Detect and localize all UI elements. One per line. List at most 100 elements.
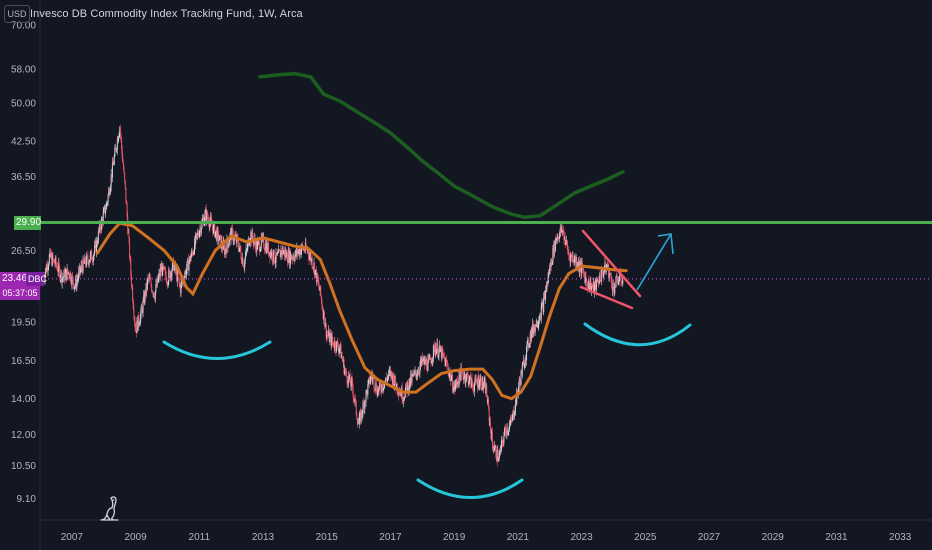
- right-shoulder-arc[interactable]: [583, 322, 692, 347]
- candle-body-248: [194, 239, 196, 244]
- candle-body-322: [239, 245, 241, 251]
- candle-body-777: [518, 379, 520, 387]
- candle-body-466: [328, 330, 330, 336]
- candle-body-281: [214, 231, 216, 237]
- candle-body-377: [273, 249, 275, 262]
- candle-body-147: [132, 301, 134, 309]
- candle-body-933: [614, 286, 616, 294]
- candle-body-782: [521, 365, 523, 376]
- time-axis[interactable]: 2007 2009 2011 2013 2015 2017 2019 2021 2023 2025…: [61, 532, 912, 543]
- candle-body-324: [241, 258, 243, 264]
- left-shoulder-arc[interactable]: [162, 340, 272, 360]
- candle-body-432: [307, 250, 309, 252]
- candle-body-552: [380, 389, 382, 392]
- candle-body-70: [85, 264, 87, 266]
- candle-body-164: [143, 295, 145, 302]
- candle-body-421: [300, 249, 302, 254]
- price-axis[interactable]: 70.00 58.00 50.00 42.50 36.50 26.50 19.50 16.50…: [11, 21, 36, 506]
- candle-body-550: [379, 381, 381, 385]
- candle-body-844: [559, 227, 561, 233]
- candle-body-496: [346, 376, 348, 383]
- candle-body-934: [614, 286, 616, 288]
- candle-body-622: [423, 358, 425, 365]
- candle-body-693: [467, 374, 469, 376]
- candle-body-936: [616, 276, 618, 277]
- candle-body-42: [68, 272, 70, 276]
- candle-body-637: [432, 345, 434, 358]
- last-price-value: 23.46: [0, 271, 28, 286]
- candle-body-760: [508, 430, 510, 431]
- candle-body-189: [158, 272, 160, 278]
- candle-body-488: [341, 355, 343, 359]
- falling-wedge-lower-line[interactable]: [579, 285, 634, 310]
- candle-body-35: [64, 270, 66, 281]
- head-arc[interactable]: [416, 478, 524, 499]
- candle-body-932: [613, 286, 615, 294]
- candle-body-706: [475, 377, 477, 379]
- candle-body-342: [252, 231, 254, 239]
- candle-body-168: [145, 283, 147, 296]
- candle-body-807: [537, 325, 539, 327]
- candle-body-187: [157, 278, 159, 282]
- currency-button[interactable]: USD: [4, 5, 30, 23]
- candle-body-38: [65, 269, 67, 280]
- candle-body-44: [69, 273, 71, 279]
- candle-body-704: [473, 384, 475, 392]
- candle-body-881: [582, 267, 584, 269]
- candle-body-763: [510, 419, 512, 424]
- candle-body-598: [409, 378, 411, 388]
- candle-body-915: [603, 272, 605, 277]
- candle-body-584: [400, 392, 402, 397]
- candle-body-636: [432, 357, 434, 362]
- candle-body-560: [385, 377, 387, 380]
- price-tick-label-8: 14.00: [11, 394, 36, 405]
- candle-body-617: [420, 359, 422, 364]
- candle-body-14: [51, 254, 53, 266]
- candle-body-7: [46, 265, 48, 271]
- time-tick-label-10: 2027: [698, 532, 721, 543]
- candle-body-554: [382, 384, 384, 390]
- candle-body-232: [184, 270, 186, 276]
- candle-body-853: [565, 243, 567, 245]
- candle-body-641: [435, 348, 437, 355]
- candle-body-492: [344, 369, 346, 374]
- candle-body-646: [438, 349, 440, 356]
- candle-body-433: [307, 250, 309, 256]
- candle-body-521: [361, 413, 363, 415]
- candle-body-254: [198, 235, 200, 237]
- candle-body-759: [507, 430, 509, 433]
- price-tick-label-11: 9.10: [17, 494, 37, 505]
- candle-body-64: [81, 268, 83, 273]
- candle-body-87: [95, 240, 97, 252]
- candle-body-344: [253, 241, 255, 245]
- candle-body-297: [224, 248, 226, 256]
- candle-body-901: [594, 281, 596, 285]
- candle-body-810: [538, 319, 540, 321]
- candle-body-905: [597, 280, 599, 283]
- candle-body-476: [334, 341, 336, 349]
- projection-arrow[interactable]: [636, 233, 674, 291]
- candle-body-31: [61, 278, 63, 283]
- tradingview-dino-icon[interactable]: [98, 494, 120, 522]
- candle-body-57: [77, 278, 79, 280]
- candle-body-686: [462, 376, 464, 380]
- candle-body-427: [304, 250, 306, 252]
- candle-body-237: [187, 258, 189, 271]
- candle-body-806: [536, 320, 538, 327]
- candle-body-217: [175, 269, 177, 271]
- candle-body-520: [361, 410, 363, 415]
- candle-body-285: [217, 228, 219, 231]
- falling-wedge-upper-line[interactable]: [581, 229, 642, 298]
- candle-body-671: [453, 384, 455, 388]
- candle-body-495: [345, 371, 347, 377]
- candle-body-242: [190, 251, 192, 257]
- candle-body-443: [314, 263, 316, 276]
- candle-body-913: [602, 269, 604, 274]
- candle-body-287: [218, 240, 220, 242]
- candle-body-163: [142, 301, 144, 313]
- candle-body-431: [306, 248, 308, 252]
- candle-body-190: [159, 272, 161, 277]
- candle-body-673: [454, 385, 456, 390]
- candle-body-672: [454, 384, 456, 390]
